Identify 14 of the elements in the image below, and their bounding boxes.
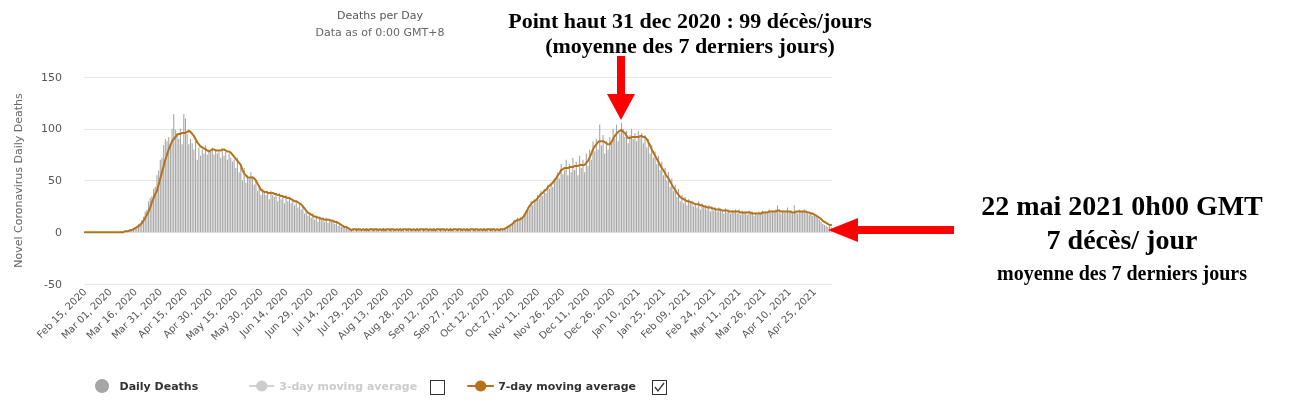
text: 7 décès/ jour [1046,224,1198,257]
text: Point haut 31 dec 2020 : 99 décès/jours (moyenne des 7 derniers jours) [508,8,872,59]
y-axis-title: Novel Coronavirus Daily Deaths [12,92,25,268]
text: 22 mai 2021 0h00 GMT [981,190,1263,223]
legend-label: 7-day moving average [498,379,637,393]
y-tick-label: 0 [55,225,62,239]
y-tick-label: 100 [41,122,62,136]
y-tick-label: 50 [48,174,62,187]
y-tick-label: -50 [44,277,62,291]
legend-label: Daily Deaths [119,379,199,393]
chart-subtitle: Data as of 0:00 GMT+8 [315,26,445,39]
chart-title: Deaths per Day [337,9,424,22]
y-tick-label: 150 [41,70,62,84]
text: moyenne des 7 derniers jours [997,262,1247,285]
